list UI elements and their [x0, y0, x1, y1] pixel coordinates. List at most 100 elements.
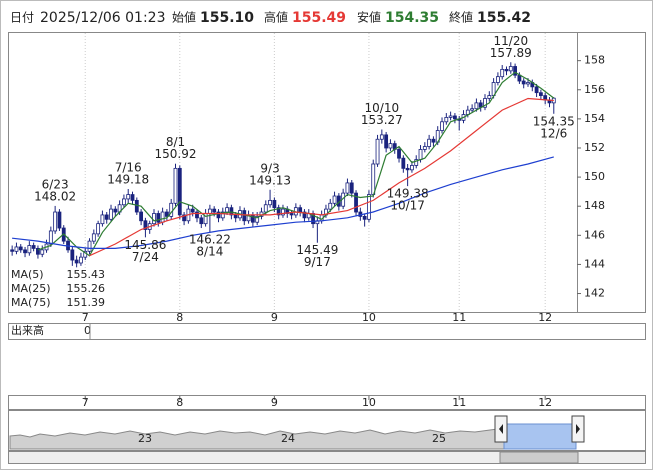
candle-body [268, 199, 272, 206]
candle-body [281, 208, 285, 216]
candle-body [379, 134, 384, 140]
candle-body [10, 249, 15, 252]
candle-body [448, 115, 453, 118]
high-label: 高値 [264, 10, 288, 25]
candle-body [96, 223, 101, 235]
x-tick-label: 12 [538, 311, 552, 324]
y-tick-label: 142 [584, 287, 605, 300]
y-tick-label: 152 [584, 141, 605, 154]
y-tick-label: 146 [584, 228, 605, 241]
candle-body [100, 214, 105, 225]
candle-body [79, 256, 83, 264]
candle-body [302, 211, 307, 219]
x-tick-label: 11 [452, 396, 466, 409]
low-label: 安値 [357, 10, 381, 25]
candle-body [397, 149, 401, 159]
candle-body [362, 215, 367, 220]
candle-body [418, 149, 423, 161]
annotation-date: 11/20 [494, 34, 529, 48]
legend-value: 155.43 [67, 268, 106, 281]
candle-body [345, 182, 350, 194]
y-tick-label: 148 [584, 199, 605, 212]
navigator-label: 24 [281, 432, 295, 445]
annotation-date: 8/14 [196, 245, 223, 259]
date-label: 日付 [10, 11, 34, 25]
candle-body [405, 167, 410, 171]
candle-body [104, 214, 109, 220]
candle-body [57, 211, 62, 229]
scrollbar[interactable] [8, 451, 646, 464]
annotation-date: 10/10 [365, 101, 400, 115]
navigator-label: 25 [432, 432, 446, 445]
x-tick-label: 11 [452, 311, 466, 324]
volume-panel [8, 323, 646, 340]
candle-body [534, 86, 539, 94]
candle-body [289, 213, 294, 216]
candle-body [143, 220, 148, 230]
annotation-price: 145.86 [124, 238, 166, 252]
annotation-date: 9/3 [260, 161, 279, 175]
navigator-selection[interactable] [503, 423, 577, 450]
x-tick-label: 9 [271, 396, 278, 409]
candle-body [349, 182, 354, 194]
candle-body [14, 246, 19, 252]
candle-body [134, 199, 139, 213]
candle-body [517, 74, 522, 82]
annotation-price: 149.38 [387, 187, 429, 201]
candle-body [195, 211, 199, 219]
annotation-date: 7/16 [115, 161, 142, 175]
x-tick-label: 8 [176, 311, 183, 324]
annotation-price: 153.27 [361, 113, 403, 127]
legend-box [9, 268, 107, 310]
candle-body [207, 208, 212, 214]
candle-body [182, 214, 187, 222]
y-tick-label: 154 [584, 112, 605, 125]
candle-body [422, 146, 427, 150]
date-value: 2025/12/06 01:23 [40, 10, 166, 26]
x-tick-label: 8 [176, 396, 183, 409]
candle-body [27, 245, 32, 254]
close-value: 155.42 [477, 10, 531, 26]
candle-body [500, 68, 505, 78]
ma-line [12, 156, 554, 249]
y-tick-label: 144 [584, 257, 605, 270]
candle-body [177, 167, 182, 216]
candle-body [216, 211, 221, 219]
annotation-date: 8/1 [166, 135, 185, 149]
candle-body [410, 165, 414, 171]
candle-body [152, 213, 156, 225]
candle-body [328, 202, 333, 210]
y-tick-label: 150 [584, 170, 605, 183]
candle-body [122, 198, 126, 206]
candle-body [470, 108, 475, 111]
candle-body [367, 194, 371, 220]
annotation-price: 146.22 [189, 233, 231, 247]
volume-label: 出来高 [11, 323, 44, 337]
main-panel [8, 32, 646, 313]
candle-body [538, 92, 543, 96]
scrollbar-thumb[interactable] [499, 451, 579, 464]
candle-body [23, 249, 27, 254]
x-tick-label: 10 [362, 311, 376, 324]
candle-body [401, 157, 406, 169]
candle-body [156, 213, 161, 223]
x-tick-label: 12 [538, 396, 552, 409]
annotation-price: 145.49 [296, 243, 338, 257]
legend-value: 151.39 [67, 296, 106, 309]
candle-body [508, 66, 513, 72]
candle-body [74, 259, 79, 264]
open-value: 155.10 [200, 10, 254, 26]
candle-body [113, 208, 118, 213]
candle-body [53, 211, 58, 232]
candle-body [190, 208, 195, 213]
x-tick-label: 7 [82, 311, 89, 324]
candle-body [444, 117, 449, 123]
candle-body [495, 76, 500, 83]
volume-value: 0 [84, 324, 91, 337]
close-label: 終値 [449, 10, 473, 25]
annotation-date: 10/17 [390, 199, 425, 213]
legend-name: MA(75) [11, 296, 51, 309]
